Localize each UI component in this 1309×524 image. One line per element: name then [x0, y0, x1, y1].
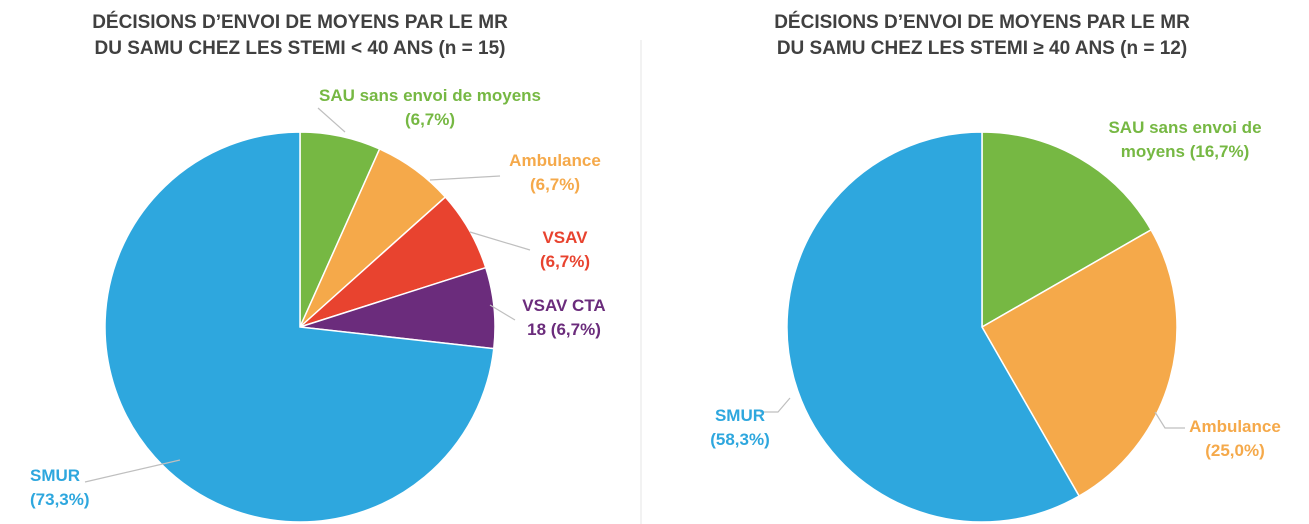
- pie-slice: [980, 228, 1178, 498]
- leader-line: [469, 231, 531, 251]
- leader-line: [429, 175, 501, 181]
- pie-slice: [786, 131, 1081, 523]
- value-label: (16,7%): [1189, 142, 1250, 161]
- value-label: (6,7%): [529, 175, 581, 194]
- value-label: (6,7%): [539, 252, 591, 271]
- value-label: (73,3%): [30, 490, 90, 509]
- category-label: SMUR: [714, 406, 766, 425]
- value-label: (25,0%): [1205, 441, 1265, 460]
- value-label: (58,3%): [710, 430, 770, 449]
- category-label: SMUR: [30, 466, 81, 485]
- pie-slice: [981, 131, 1153, 329]
- chart-title: DÉCISIONS D’ENVOI DE MOYENS PAR LE MR: [774, 11, 1190, 33]
- category-label: VSAV: [542, 228, 588, 247]
- category-label: SAU sans envoi de moyens: [318, 86, 542, 105]
- chart-title: DU SAMU CHEZ LES STEMI < 40 ANS (n = 15): [94, 38, 505, 59]
- chart-title: DU SAMU CHEZ LES STEMI ≥ 40 ANS (n = 12): [777, 38, 1187, 59]
- category-label: Ambulance: [1189, 417, 1281, 436]
- slice-label: SAU sans envoi de moyens (6,7%): [315, 84, 545, 132]
- slice-label: Ambulance (25,0%): [1170, 415, 1300, 463]
- slice-label: SAU sans envoi de moyens (16,7%): [1085, 116, 1285, 164]
- chart-title: DÉCISIONS D’ENVOI DE MOYENS PAR LE MR: [92, 11, 508, 33]
- leader-line: [84, 459, 181, 483]
- value-label: (6,7%): [404, 110, 456, 129]
- category-label: Ambulance: [509, 151, 601, 170]
- pie-slice: [104, 131, 495, 523]
- leader-line: [1154, 411, 1185, 429]
- value-label: (6,7%): [550, 320, 601, 339]
- slice-label: SMUR (73,3%): [30, 464, 120, 512]
- slice-label: SMUR (58,3%): [690, 404, 790, 452]
- category-label: VSAV CTA 18: [522, 296, 606, 339]
- leader-line: [489, 304, 516, 321]
- leader-line: [760, 397, 791, 413]
- category-label: SAU sans envoi de moyens: [1108, 118, 1262, 161]
- leader-line: [317, 107, 346, 133]
- slice-label: VSAV CTA 18 (6,7%): [512, 294, 616, 342]
- slice-label: Ambulance (6,7%): [505, 149, 605, 197]
- slice-label: VSAV (6,7%): [520, 226, 610, 274]
